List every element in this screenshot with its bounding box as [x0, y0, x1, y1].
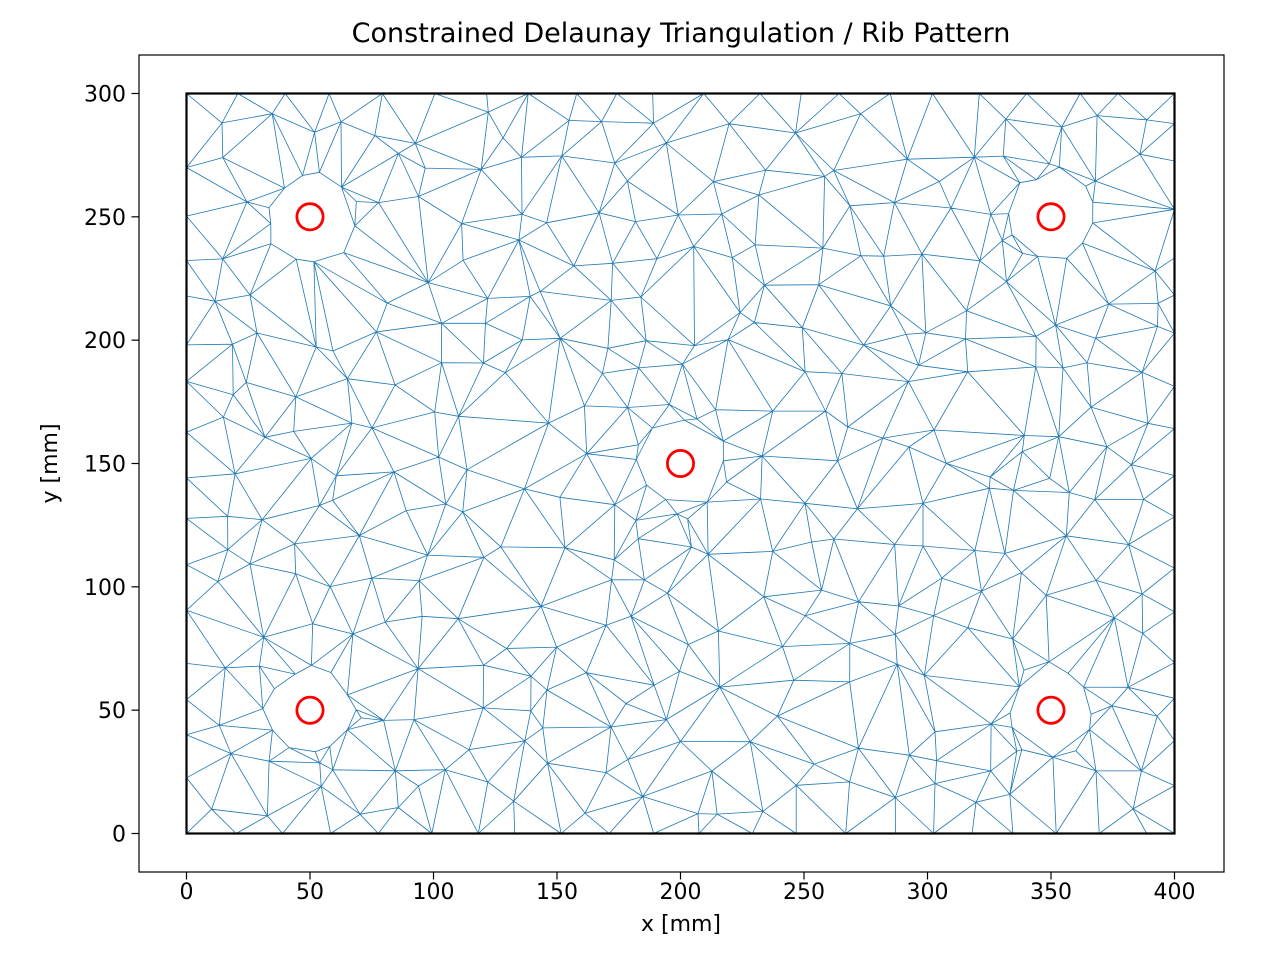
x-tick-label: 0 — [180, 880, 194, 905]
y-tick-label: 200 — [84, 329, 126, 354]
rib-layer — [295, 202, 1066, 725]
mesh-edges — [186, 93, 1175, 834]
x-tick-label: 100 — [413, 880, 455, 905]
x-axis-ticks: 0 50 100 150 200 250 300 350 400 — [180, 872, 1196, 905]
y-tick-label: 300 — [84, 82, 126, 107]
rib-marker — [295, 695, 325, 725]
x-tick-label: 400 — [1154, 880, 1196, 905]
x-tick-label: 250 — [783, 880, 825, 905]
x-tick-label: 50 — [296, 880, 324, 905]
y-axis-label: y [mm] — [38, 423, 63, 503]
y-tick-label: 50 — [98, 699, 126, 724]
x-tick-label: 300 — [907, 880, 949, 905]
y-tick-label: 0 — [112, 823, 126, 848]
plot-title: Constrained Delaunay Triangulation / Rib… — [352, 18, 1011, 49]
x-axis-label: x [mm] — [641, 912, 721, 937]
boundary-layer — [185, 92, 1176, 835]
rib-marker — [1036, 695, 1066, 725]
y-axis-ticks: 0 50 100 150 200 250 300 — [84, 82, 139, 848]
rib-marker — [1036, 202, 1066, 232]
y-tick-label: 250 — [84, 206, 126, 231]
rib-marker — [666, 448, 696, 478]
mesh-layer — [186, 93, 1175, 834]
y-tick-label: 150 — [84, 452, 126, 477]
x-tick-label: 150 — [536, 880, 578, 905]
rib-marker — [295, 202, 325, 232]
x-tick-label: 200 — [660, 880, 702, 905]
plate-outline — [185, 92, 1176, 835]
y-tick-label: 100 — [84, 576, 126, 601]
x-tick-label: 350 — [1030, 880, 1072, 905]
